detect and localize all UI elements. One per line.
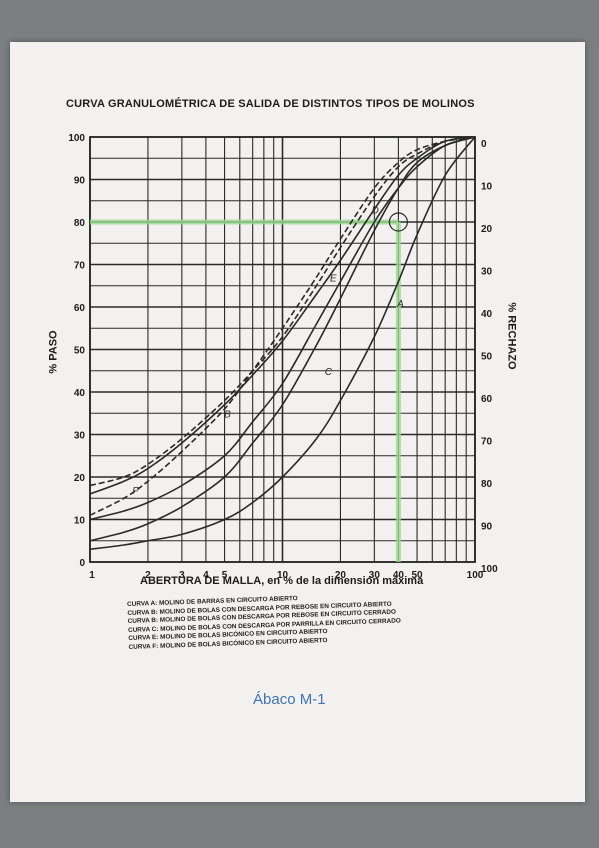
y-axis-label: % PASO	[47, 330, 60, 374]
plot-frame	[89, 136, 476, 563]
y-tick-label: 100	[68, 133, 85, 144]
y-tick-label: 40	[74, 388, 86, 399]
x-tick-label: 100	[467, 570, 484, 581]
highlight-lines	[90, 212, 408, 562]
chart-legend: CURVA A: MOLINO DE BARRAS EN CIRCUITO AB…	[127, 591, 402, 652]
y-tick-label: 90	[74, 176, 86, 187]
x-tick-label: 20	[335, 570, 347, 581]
x-axis-label: ABERTURA DE MALLA, en % de la dimensión …	[140, 575, 424, 587]
figure-caption: Ábaco M-1	[253, 691, 326, 708]
curve-label-b: B	[224, 410, 231, 421]
highlight-marker	[388, 212, 408, 232]
y-tick-label: 60	[74, 303, 86, 314]
curve-d	[89, 136, 476, 521]
x-tick-label: 10	[277, 570, 289, 581]
y2-tick-label: 30	[481, 267, 493, 278]
x-tick-label: 40	[393, 570, 405, 581]
curve-label-f: F	[132, 486, 139, 497]
curve-e	[89, 136, 476, 516]
y2-tick-label: 70	[481, 437, 493, 448]
x-tick-label: 50	[411, 570, 423, 581]
chart-grid	[89, 136, 476, 563]
y2-axis-label: % RECHAZO	[505, 302, 518, 370]
chart-title: CURVA GRANULOMÉTRICA DE SALIDA DE DISTIN…	[66, 98, 475, 110]
y-tick-label: 0	[79, 558, 85, 569]
y-tick-label: 50	[74, 346, 86, 357]
x-tick-label: 4	[203, 570, 209, 581]
y-tick-label: 80	[74, 218, 86, 229]
y2-tick-label: 0	[481, 139, 487, 150]
curve-label-d: D	[372, 206, 379, 217]
y-tick-label: 30	[74, 431, 86, 442]
curve-a	[89, 136, 476, 551]
paper-sheet: 1 2 3 4 5 10 20 30 40 50 100 0 10 20 30 40 50 60 70 80 90 100…	[10, 42, 585, 802]
y2-tick-label: 100	[481, 564, 498, 575]
curve-label-c: C	[325, 367, 333, 378]
y2-tick-label: 80	[481, 479, 493, 490]
curve-f	[89, 136, 476, 487]
y2-tick-label: 50	[481, 352, 493, 363]
curve-label-e: E	[330, 274, 337, 285]
chart-tick-labels: 1 2 3 4 5 10 20 30 40 50 1000102030405060708090100…	[68, 133, 498, 581]
x-tick-label: 3	[179, 570, 185, 581]
x-tick-label: 30	[369, 570, 381, 581]
granulometric-chart: 1 2 3 4 5 10 20 30 40 50 1000102030405060708090100…	[68, 133, 498, 581]
curve-c	[89, 136, 476, 542]
x-tick-label: 2	[145, 570, 151, 581]
x-tick-label: 5	[222, 570, 228, 581]
y2-tick-label: 20	[481, 224, 493, 235]
y2-tick-label: 90	[481, 522, 493, 533]
y2-tick-label: 40	[481, 309, 493, 320]
curve-label-a: A	[396, 299, 404, 310]
y-tick-label: 70	[74, 261, 86, 272]
curve-labels: A B C D E F	[132, 206, 404, 498]
y2-tick-label: 60	[481, 394, 493, 405]
y2-tick-label: 10	[481, 182, 493, 193]
y-tick-label: 10	[74, 516, 86, 527]
x-tick-label: 1	[89, 570, 95, 581]
curve-b	[89, 136, 476, 495]
chart-curves	[89, 136, 476, 551]
y-tick-label: 20	[74, 473, 86, 484]
